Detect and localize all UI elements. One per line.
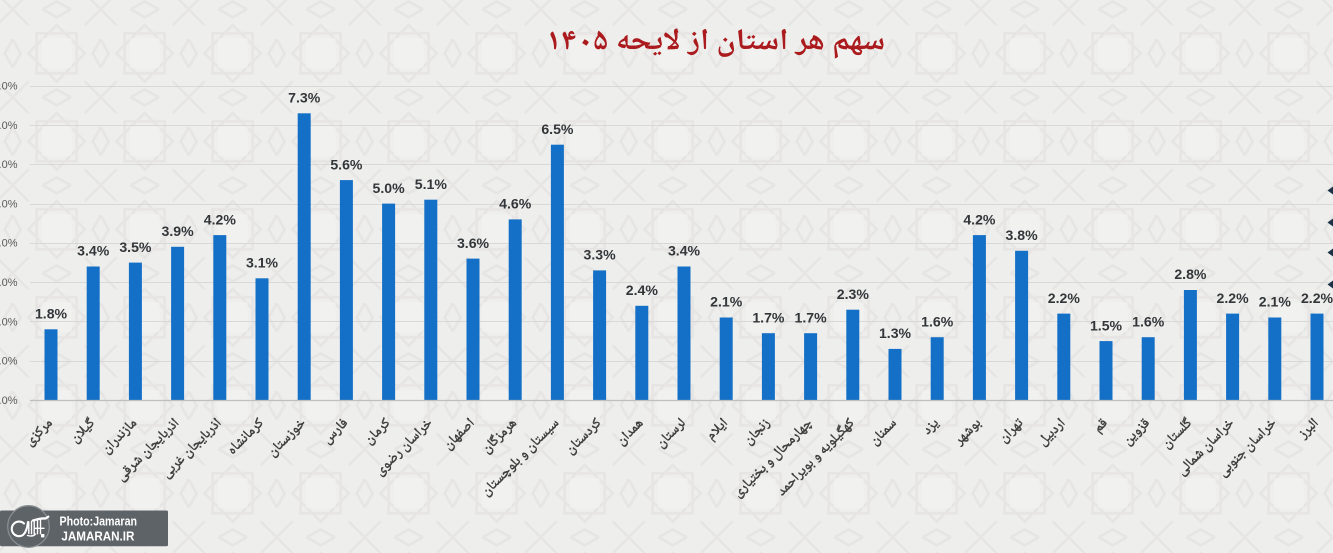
svg-text:3.5%: 3.5% (119, 239, 152, 255)
svg-text:2.3%: 2.3% (837, 286, 870, 302)
svg-text:JAMARAN.IR: JAMARAN.IR (61, 530, 134, 544)
svg-text:5.1%: 5.1% (415, 176, 448, 192)
svg-text:2.1%: 2.1% (710, 294, 743, 310)
svg-text:3.9%: 3.9% (162, 223, 195, 239)
svg-text:3.3%: 3.3% (584, 247, 617, 263)
svg-text:4.2%: 4.2% (204, 211, 237, 227)
svg-text:.0%: .0% (0, 81, 18, 93)
svg-text:3.4%: 3.4% (668, 243, 701, 259)
svg-text:1.3%: 1.3% (879, 325, 912, 341)
svg-text:5.0%: 5.0% (373, 180, 406, 196)
svg-text:3.4%: 3.4% (77, 243, 110, 259)
svg-text:1.6%: 1.6% (921, 313, 954, 329)
svg-text:4.6%: 4.6% (499, 196, 532, 212)
svg-text:Photo:Jamaran: Photo:Jamaran (60, 513, 138, 528)
svg-text:1.5%: 1.5% (1090, 317, 1123, 333)
svg-text:2.1%: 2.1% (1259, 294, 1292, 310)
svg-text:3.1%: 3.1% (246, 255, 279, 271)
svg-text:2.8%: 2.8% (1174, 266, 1207, 282)
svg-text:7.3%: 7.3% (288, 90, 321, 106)
svg-text:2.4%: 2.4% (626, 282, 659, 298)
svg-text:.0%: .0% (0, 238, 18, 250)
svg-text:3.6%: 3.6% (457, 235, 490, 251)
svg-text:1.7%: 1.7% (795, 309, 828, 325)
svg-text:.0%: .0% (0, 198, 18, 210)
svg-text:6.5%: 6.5% (541, 121, 574, 137)
svg-text:1.7%: 1.7% (752, 309, 785, 325)
svg-text:2.2%: 2.2% (1301, 290, 1333, 306)
svg-text:.0%: .0% (0, 277, 18, 289)
svg-text:2.2%: 2.2% (1048, 290, 1081, 306)
svg-text:.0%: .0% (0, 356, 18, 368)
svg-text:4.2%: 4.2% (963, 211, 996, 227)
svg-text:.0%: .0% (0, 316, 18, 328)
svg-text:3.8%: 3.8% (1006, 227, 1039, 243)
svg-text:.0%: .0% (0, 159, 18, 171)
svg-text:1.8%: 1.8% (35, 306, 68, 322)
svg-text:2.2%: 2.2% (1217, 290, 1250, 306)
svg-text:1.6%: 1.6% (1132, 313, 1165, 329)
svg-text:.0%: .0% (0, 120, 18, 132)
svg-text:.0%: .0% (0, 395, 18, 407)
svg-text:5.6%: 5.6% (330, 156, 363, 172)
